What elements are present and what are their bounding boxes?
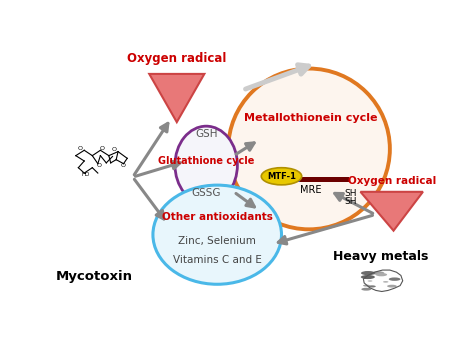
Text: O: O — [121, 163, 126, 167]
Ellipse shape — [373, 271, 384, 275]
Text: GSH: GSH — [195, 129, 218, 139]
Text: Oxygen radical: Oxygen radical — [127, 52, 227, 64]
Text: Zinc, Selenium: Zinc, Selenium — [178, 236, 256, 246]
Ellipse shape — [228, 69, 390, 229]
Ellipse shape — [361, 275, 375, 279]
Bar — [280, 177, 300, 182]
Text: Metallothionein cycle: Metallothionein cycle — [244, 113, 378, 123]
Text: SH: SH — [344, 197, 356, 206]
Text: Oxygen radical: Oxygen radical — [347, 176, 436, 187]
Polygon shape — [360, 192, 423, 231]
Text: Heavy metals: Heavy metals — [333, 250, 428, 263]
Ellipse shape — [361, 288, 371, 291]
Ellipse shape — [389, 277, 401, 281]
Polygon shape — [149, 74, 204, 122]
Text: Glutathione cycle: Glutathione cycle — [158, 156, 255, 166]
Ellipse shape — [261, 168, 301, 185]
Text: Other antioxidants: Other antioxidants — [162, 212, 273, 222]
Ellipse shape — [368, 285, 376, 287]
Text: HO: HO — [82, 173, 90, 177]
Ellipse shape — [387, 285, 397, 287]
Text: GSSG: GSSG — [191, 188, 221, 198]
Ellipse shape — [364, 272, 371, 274]
Ellipse shape — [363, 285, 370, 287]
Text: Vitamins C and E: Vitamins C and E — [173, 255, 262, 265]
Text: O: O — [96, 163, 101, 167]
Text: O: O — [78, 147, 82, 151]
Text: MRE: MRE — [300, 185, 321, 195]
Ellipse shape — [175, 126, 237, 204]
Ellipse shape — [368, 280, 373, 282]
Text: O: O — [112, 147, 117, 152]
Ellipse shape — [376, 273, 387, 276]
Ellipse shape — [383, 281, 388, 283]
Text: O: O — [100, 146, 105, 151]
Ellipse shape — [153, 185, 282, 284]
Bar — [300, 177, 349, 182]
Text: Mycotoxin: Mycotoxin — [55, 270, 133, 283]
Text: MTF-1: MTF-1 — [267, 172, 296, 181]
Ellipse shape — [361, 271, 375, 275]
Text: SH: SH — [344, 189, 356, 198]
